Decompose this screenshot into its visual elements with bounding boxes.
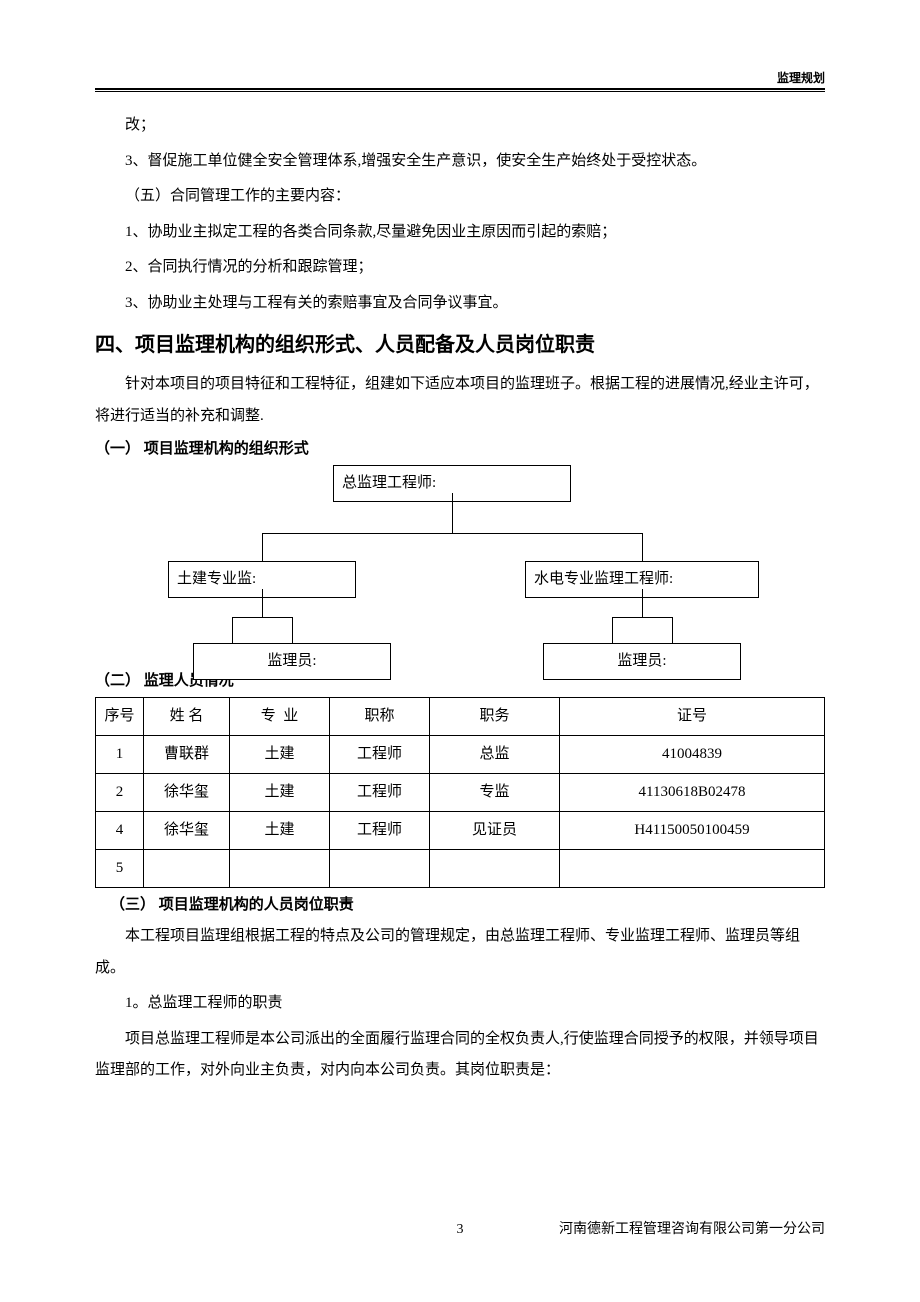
subsection-title-3: （三） 项目监理机构的人员岗位职责 <box>95 892 825 919</box>
org-line <box>612 617 672 618</box>
table-cell: 2 <box>96 774 144 812</box>
header-rule-2 <box>95 91 825 92</box>
paragraph: 1、协助业主拟定工程的各类合同条款,尽量避免因业主原因而引起的索赔； <box>95 217 825 249</box>
paragraph: （五）合同管理工作的主要内容： <box>95 181 825 213</box>
table-header: 证号 <box>560 698 825 736</box>
table-cell: 土建 <box>230 736 330 774</box>
subsection-title-1: （一） 项目监理机构的组织形式 <box>95 436 825 463</box>
page-number: 3 <box>457 1217 464 1242</box>
document-content: 改； 3、督促施工单位健全安全管理体系,增强安全生产意识，使安全生产始终处于受控… <box>95 110 825 1087</box>
table-cell: 专监 <box>430 774 560 812</box>
table-cell: 徐华玺 <box>144 812 230 850</box>
paragraph: 3、督促施工单位健全安全管理体系,增强安全生产意识，使安全生产始终处于受控状态。 <box>95 146 825 178</box>
paragraph: 改； <box>95 110 825 142</box>
table-header: 姓 名 <box>144 698 230 736</box>
table-cell <box>330 850 430 888</box>
section-title: 四、项目监理机构的组织形式、人员配备及人员岗位职责 <box>95 327 825 363</box>
table-row: 4 徐华玺 土建 工程师 见证员 H41150050100459 <box>96 812 825 850</box>
personnel-table: 序号 姓 名 专 业 职称 职务 证号 1 曹联群 土建 工程师 总监 4100… <box>95 697 825 888</box>
org-node-supervisor-1: 监理员: <box>193 643 391 680</box>
org-line <box>292 617 293 643</box>
org-line <box>612 617 613 643</box>
org-line <box>672 617 673 643</box>
table-cell: 工程师 <box>330 774 430 812</box>
org-line <box>642 589 643 617</box>
org-line <box>232 617 233 643</box>
header-rule-1 <box>95 88 825 90</box>
org-line <box>262 589 263 617</box>
paragraph: 2、合同执行情况的分析和跟踪管理； <box>95 252 825 284</box>
table-cell <box>144 850 230 888</box>
paragraph: 1。总监理工程师的职责 <box>95 988 825 1020</box>
table-cell: 工程师 <box>330 812 430 850</box>
table-header: 职称 <box>330 698 430 736</box>
table-header-row: 序号 姓 名 专 业 职称 职务 证号 <box>96 698 825 736</box>
footer-company: 河南德新工程管理咨询有限公司第一分公司 <box>559 1217 825 1242</box>
table-header: 专 业 <box>230 698 330 736</box>
table-cell <box>560 850 825 888</box>
table-row: 2 徐华玺 土建 工程师 专监 41130618B02478 <box>96 774 825 812</box>
table-cell: 曹联群 <box>144 736 230 774</box>
table-header: 序号 <box>96 698 144 736</box>
table-cell: 土建 <box>230 774 330 812</box>
table-cell: 土建 <box>230 812 330 850</box>
table-cell: 41004839 <box>560 736 825 774</box>
table-cell: 工程师 <box>330 736 430 774</box>
paragraph: 本工程项目监理组根据工程的特点及公司的管理规定，由总监理工程师、专业监理工程师、… <box>95 921 825 984</box>
paragraph: 针对本项目的项目特征和工程特征，组建如下适应本项目的监理班子。根据工程的进展情况… <box>95 369 825 432</box>
table-cell: 总监 <box>430 736 560 774</box>
table-cell <box>230 850 330 888</box>
footer: 3 河南德新工程管理咨询有限公司第一分公司 <box>95 1217 825 1242</box>
table-cell: 41130618B02478 <box>560 774 825 812</box>
table-cell: H41150050100459 <box>560 812 825 850</box>
table-cell: 徐华玺 <box>144 774 230 812</box>
header-label: 监理规划 <box>777 68 825 90</box>
paragraph: 项目总监理工程师是本公司派出的全面履行监理合同的全权负责人,行使监理合同授予的权… <box>95 1024 825 1087</box>
table-row: 5 <box>96 850 825 888</box>
org-chart: 总监理工程师: 土建专业监: 水电专业监理工程师: 监理员: 监理员: <box>95 465 815 680</box>
table-cell: 见证员 <box>430 812 560 850</box>
table-cell: 4 <box>96 812 144 850</box>
table-cell: 1 <box>96 736 144 774</box>
org-line <box>232 617 292 618</box>
table-cell <box>430 850 560 888</box>
paragraph: 3、协助业主处理与工程有关的索赔事宜及合同争议事宜。 <box>95 288 825 320</box>
org-line <box>262 533 263 561</box>
org-line <box>452 493 453 533</box>
table-row: 1 曹联群 土建 工程师 总监 41004839 <box>96 736 825 774</box>
table-cell: 5 <box>96 850 144 888</box>
org-line <box>642 533 643 561</box>
table-header: 职务 <box>430 698 560 736</box>
org-node-supervisor-2: 监理员: <box>543 643 741 680</box>
org-line <box>262 533 642 534</box>
